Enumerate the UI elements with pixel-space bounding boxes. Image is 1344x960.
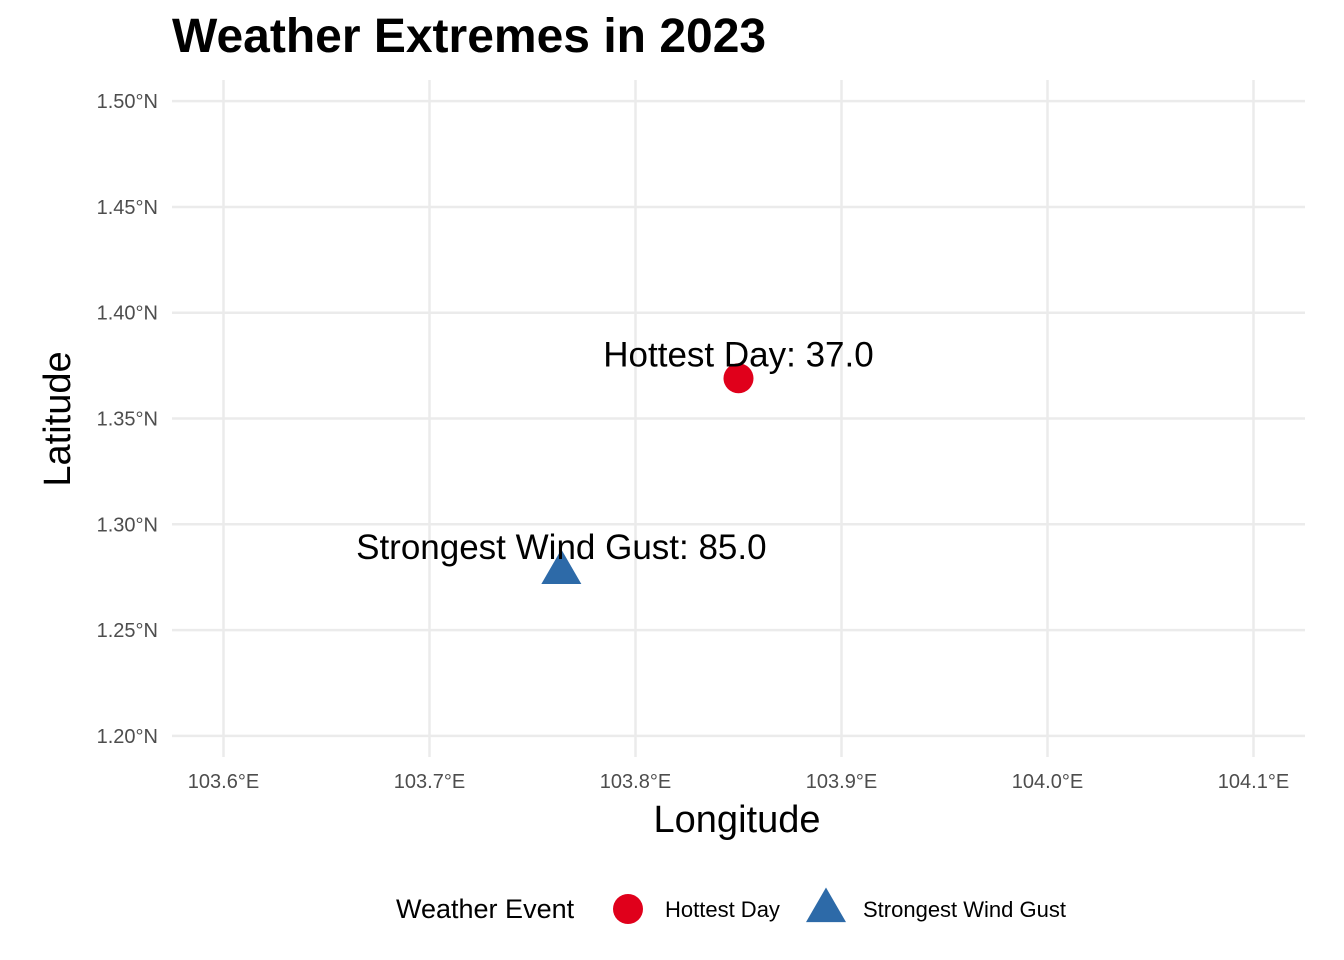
- wind-gust-point: [541, 549, 582, 584]
- y-tick-label: 1.35°N: [97, 409, 158, 431]
- y-tick-label: 1.20°N: [97, 726, 158, 748]
- y-axis-title: Latitude: [37, 351, 79, 486]
- x-tick-label: 103.6°E: [188, 771, 259, 793]
- y-tick-labels: 1.20°N 1.25°N 1.30°N 1.35°N 1.40°N 1.45°N 1.50…: [97, 91, 158, 748]
- x-tick-label: 103.7°E: [394, 771, 465, 793]
- grid-lines: [172, 80, 1305, 757]
- y-tick-label: 1.40°N: [97, 303, 158, 325]
- y-tick-label: 1.50°N: [97, 91, 158, 113]
- chart-title: Weather Extremes in 2023: [172, 10, 766, 63]
- legend-triangle-icon: [806, 887, 846, 923]
- x-tick-label: 104.0°E: [1012, 771, 1083, 793]
- x-axis-title: Longitude: [654, 799, 821, 841]
- point-label: Hottest Day: 37.0: [603, 335, 873, 374]
- y-tick-label: 1.25°N: [97, 620, 158, 642]
- legend-label: Strongest Wind Gust: [863, 897, 1066, 922]
- hottest-day-point: [723, 363, 754, 394]
- y-tick-label: 1.30°N: [97, 514, 158, 536]
- x-tick-label: 104.1°E: [1218, 771, 1289, 793]
- y-tick-label: 1.45°N: [97, 197, 158, 219]
- x-tick-label: 103.9°E: [806, 771, 877, 793]
- data-points: [541, 363, 754, 584]
- legend-title: Weather Event: [396, 894, 575, 924]
- legend-circle-icon: [613, 894, 643, 924]
- point-annotations: Hottest Day: 37.0 Strongest Wind Gust: 85…: [356, 335, 874, 567]
- legend: Weather Event Hottest Day Strongest Wind …: [396, 887, 1066, 924]
- point-label: Strongest Wind Gust: 85.0: [356, 528, 766, 567]
- legend-label: Hottest Day: [665, 897, 780, 922]
- x-tick-label: 103.8°E: [600, 771, 671, 793]
- x-tick-labels: 103.6°E 103.7°E 103.8°E 103.9°E 104.0°E 104.1…: [188, 771, 1289, 793]
